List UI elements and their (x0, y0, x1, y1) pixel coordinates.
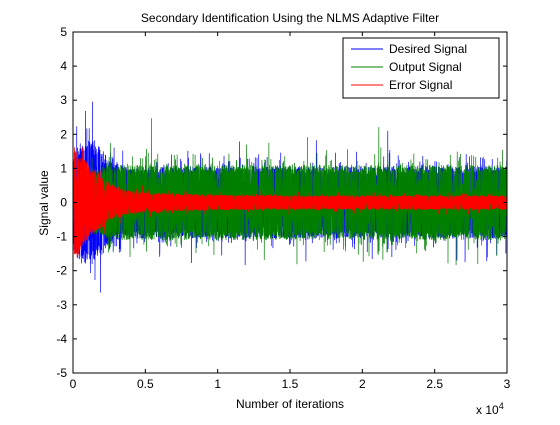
legend-label: Desired Signal (389, 42, 467, 56)
x-tick-label: 0 (70, 377, 77, 391)
x-exponent-power: 4 (499, 401, 504, 411)
series-line-error-signal (73, 147, 507, 258)
legend-box (342, 37, 500, 99)
x-tick-label: 2 (359, 377, 366, 391)
y-tick-label: 0 (60, 196, 67, 210)
y-tick-label: 2 (60, 127, 67, 141)
y-tick-label: -4 (56, 332, 67, 346)
x-tick-label: 2.5 (426, 377, 443, 391)
y-tick-label: 1 (60, 161, 67, 175)
chart-title: Secondary Identification Using the NLMS … (141, 11, 439, 25)
x-exponent-label: x 104 (476, 401, 504, 417)
y-tick-label: -5 (56, 366, 67, 380)
y-axis-label: Signal value (37, 170, 51, 236)
x-axis-label: Number of iterations (236, 397, 344, 411)
y-tick-label: 5 (60, 25, 67, 39)
y-tick-label: -2 (56, 264, 67, 278)
legend-label: Error Signal (389, 78, 452, 92)
x-tick-label: 0.5 (137, 377, 154, 391)
y-tick-label: 3 (60, 93, 67, 107)
x-tick-label: 1 (214, 377, 221, 391)
y-tick-label: 4 (60, 59, 67, 73)
x-tick-label: 3 (504, 377, 511, 391)
legend: Desired Signal Output Signal Error Signal (342, 37, 500, 99)
legend-label: Output Signal (389, 60, 462, 74)
y-tick-label: -1 (56, 230, 67, 244)
y-tick-label: -3 (56, 298, 67, 312)
x-tick-label: 1.5 (282, 377, 299, 391)
axes: 0 0.5 1 1.5 2 2.5 3 -5 -4 -3 -2 -1 0 1 2 3 4 5 (56, 25, 510, 391)
